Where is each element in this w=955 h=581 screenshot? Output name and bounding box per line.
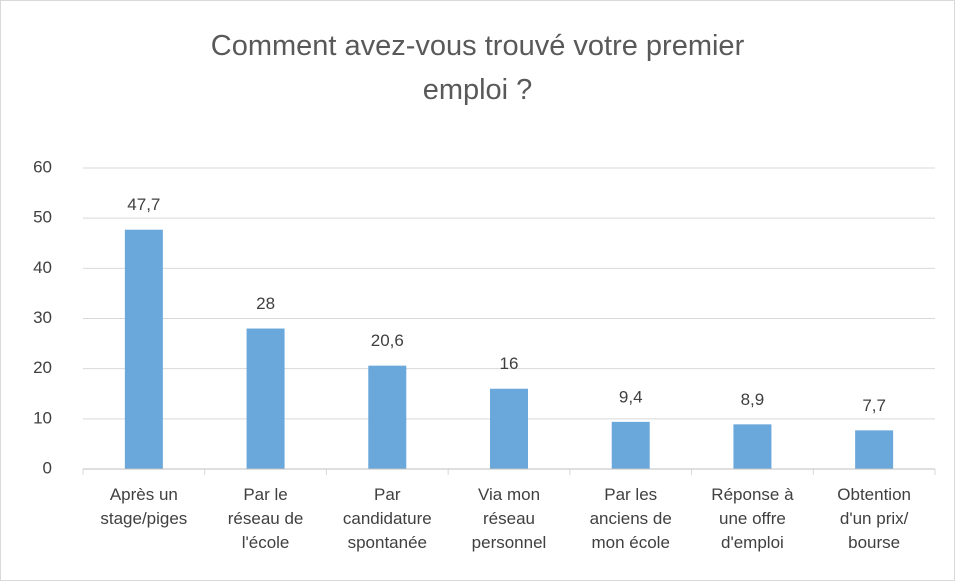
x-tick-label: Par candidature spontanée [342, 485, 432, 552]
y-tick-label: 0 [43, 458, 52, 477]
value-label: 47,7 [127, 195, 160, 214]
x-tick-label: Par les anciens de mon école [589, 485, 672, 552]
value-label: 28 [256, 294, 275, 313]
title-box: Comment avez-vous trouvé votre premier e… [0, 24, 955, 112]
y-tick-label: 50 [33, 208, 52, 227]
x-tick-label: Réponse à une offre d'emploi [711, 485, 794, 552]
x-tick-label: Par le réseau de l'école [227, 485, 304, 552]
bar [490, 388, 528, 469]
value-label: 9,4 [619, 387, 643, 406]
y-tick-label: 10 [33, 408, 52, 427]
y-tick-label: 30 [33, 308, 52, 327]
bar [124, 229, 163, 469]
x-tick-label: Après un stage/piges [100, 485, 188, 528]
x-tick-label: Via mon réseau personnel [471, 485, 547, 552]
value-label: 20,6 [371, 331, 404, 350]
value-label: 7,7 [862, 396, 886, 415]
bar [368, 365, 407, 469]
value-label: 8,9 [741, 390, 765, 409]
x-tick-label: Obtention d'un prix/ bourse [837, 485, 911, 552]
y-tick-label: 20 [33, 358, 52, 377]
y-tick-label: 40 [33, 258, 52, 277]
bar [246, 328, 285, 469]
value-label: 16 [500, 354, 519, 373]
chart-title: Comment avez-vous trouvé votre premier e… [210, 30, 745, 106]
y-tick-label: 60 [33, 157, 52, 176]
bar [855, 430, 894, 469]
bar [733, 424, 772, 469]
bar [611, 421, 650, 469]
